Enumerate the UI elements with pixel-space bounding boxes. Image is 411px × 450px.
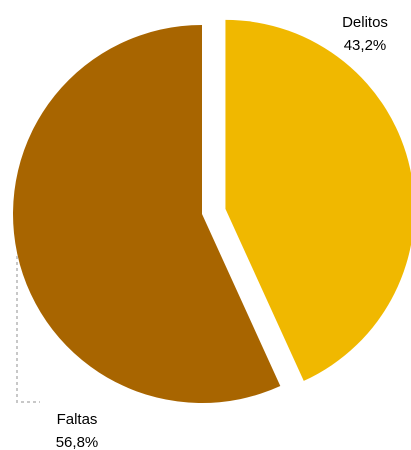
slice-label-faltas-value: 56,8% (56, 434, 99, 450)
pie-slice-faltas (13, 25, 281, 403)
slice-label-faltas-name: Faltas (57, 411, 98, 428)
slice-label-delitos-name: Delitos (342, 14, 388, 31)
pie-slice-delitos (225, 19, 411, 381)
leader-line-faltas (16, 256, 40, 403)
slice-label-delitos-value: 43,2% (344, 37, 387, 54)
